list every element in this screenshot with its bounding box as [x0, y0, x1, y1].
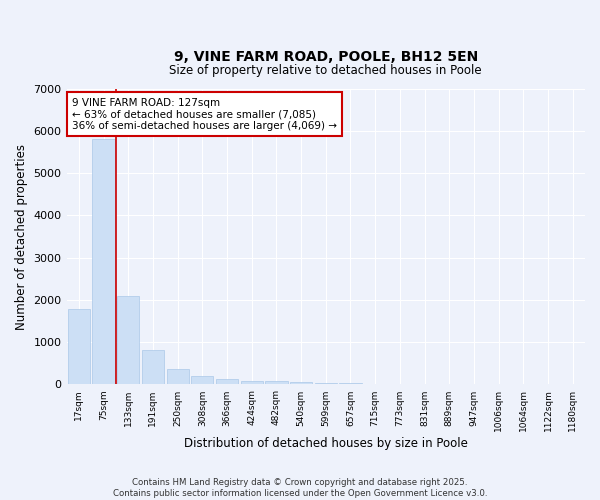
Bar — [340, 383, 362, 384]
Text: Size of property relative to detached houses in Poole: Size of property relative to detached ho… — [169, 64, 482, 77]
X-axis label: Distribution of detached houses by size in Poole: Distribution of detached houses by size … — [184, 437, 468, 450]
Bar — [314, 383, 337, 384]
Bar — [265, 382, 287, 384]
Bar — [191, 376, 214, 384]
Bar — [241, 380, 263, 384]
Bar — [142, 350, 164, 384]
Bar — [117, 296, 139, 384]
Bar — [167, 370, 189, 384]
Bar — [92, 138, 115, 384]
Bar — [216, 380, 238, 384]
Y-axis label: Number of detached properties: Number of detached properties — [15, 144, 28, 330]
Text: 9 VINE FARM ROAD: 127sqm
← 63% of detached houses are smaller (7,085)
36% of sem: 9 VINE FARM ROAD: 127sqm ← 63% of detach… — [72, 98, 337, 131]
Text: Contains HM Land Registry data © Crown copyright and database right 2025.
Contai: Contains HM Land Registry data © Crown c… — [113, 478, 487, 498]
Title: 9, VINE FARM ROAD, POOLE, BH12 5EN: 9, VINE FARM ROAD, POOLE, BH12 5EN — [173, 50, 478, 64]
Bar — [68, 310, 90, 384]
Bar — [290, 382, 312, 384]
